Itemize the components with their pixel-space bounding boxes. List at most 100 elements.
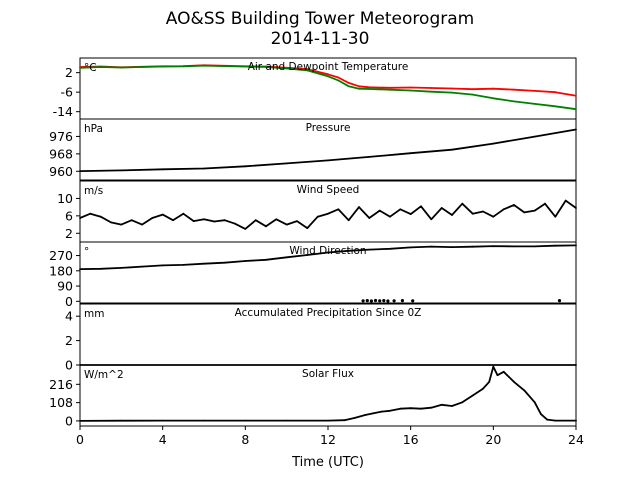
data-point xyxy=(430,218,433,221)
data-point xyxy=(99,66,102,68)
data-point xyxy=(389,88,391,91)
panel-title: Accumulated Precipitation Since 0Z xyxy=(235,307,422,319)
scatter-point xyxy=(557,299,562,303)
data-point xyxy=(513,204,515,206)
data-point xyxy=(161,168,164,171)
data-point xyxy=(130,219,133,222)
data-point xyxy=(327,73,329,76)
data-point xyxy=(409,213,412,216)
scatter-point xyxy=(411,299,415,303)
data-point xyxy=(533,401,536,404)
data-point xyxy=(244,228,247,230)
data-point xyxy=(554,244,557,247)
data-point xyxy=(575,108,577,111)
data-point xyxy=(409,407,412,410)
data-point xyxy=(544,202,546,205)
data-point xyxy=(440,403,443,406)
data-point xyxy=(389,86,391,89)
y-tick-label: 968 xyxy=(49,146,73,161)
y-tick-label: 0 xyxy=(65,413,73,428)
panel-2: 10 6 2 m/s Wind Speed xyxy=(57,180,577,243)
x-tick-label: 16 xyxy=(403,432,419,447)
data-point xyxy=(533,209,536,212)
data-point xyxy=(533,245,536,248)
data-point xyxy=(399,407,402,410)
data-point xyxy=(327,212,329,215)
data-point xyxy=(513,88,515,91)
data-point xyxy=(378,209,381,212)
data-point xyxy=(451,405,453,407)
data-point xyxy=(440,207,443,209)
data-point xyxy=(110,221,112,224)
data-point xyxy=(575,128,577,131)
data-point xyxy=(275,218,278,221)
data-point xyxy=(492,142,495,145)
data-point xyxy=(575,244,577,247)
series-line-0 xyxy=(79,128,577,172)
data-point xyxy=(254,219,257,222)
panels: 2-6-14°C Air and Dewpoint Temperature9769… xyxy=(49,57,577,428)
data-point xyxy=(471,93,474,96)
data-point xyxy=(451,214,453,216)
y-tick-label: -6 xyxy=(61,85,74,100)
data-point xyxy=(546,418,548,421)
panel-unit: hPa xyxy=(84,123,103,135)
data-point xyxy=(327,75,329,78)
scatter-point xyxy=(400,299,404,303)
data-point xyxy=(120,267,123,269)
data-point xyxy=(120,223,123,226)
data-point xyxy=(99,267,102,270)
data-point xyxy=(285,67,288,70)
y-tick-label: 10 xyxy=(57,191,73,206)
data-point xyxy=(533,103,536,105)
panel-1: 976 968 960 hPa Pressure xyxy=(49,118,577,181)
data-point xyxy=(347,85,350,88)
data-point xyxy=(203,167,205,170)
data-point xyxy=(409,152,412,155)
data-point xyxy=(79,420,81,422)
data-point xyxy=(327,251,329,254)
data-point xyxy=(372,412,375,415)
data-point xyxy=(554,91,557,94)
data-point xyxy=(409,89,412,92)
data-point xyxy=(430,245,433,248)
y-tick-label: 216 xyxy=(49,377,73,392)
panel-4: 4 2 0 mm Accumulated Precipitation Since 0Z xyxy=(65,303,577,373)
data-point xyxy=(337,79,340,82)
y-tick-label: -14 xyxy=(53,104,73,119)
data-point xyxy=(492,87,495,90)
data-point xyxy=(513,381,515,383)
data-point xyxy=(296,220,298,223)
series-line-0 xyxy=(79,199,577,230)
x-tick-label: 20 xyxy=(485,432,501,447)
x-axis-label: Time (UTC) xyxy=(291,455,364,470)
data-point xyxy=(347,219,350,222)
y-tick-label: 270 xyxy=(49,248,73,263)
y-tick-label: 2 xyxy=(65,333,73,348)
data-point xyxy=(358,206,360,209)
chart-title: AO&SS Building Tower Meteorogram xyxy=(166,9,474,29)
data-point xyxy=(120,169,123,172)
panel-0: 2 -6 -14 °C Air and Dewpoint Temperature xyxy=(53,57,577,120)
data-point xyxy=(368,217,371,219)
data-point xyxy=(244,260,247,262)
data-point xyxy=(399,208,402,211)
data-point xyxy=(306,69,309,72)
data-point xyxy=(306,254,309,256)
y-tick-label: 960 xyxy=(49,164,73,179)
y-tick-label: 2 xyxy=(65,65,73,80)
data-point xyxy=(471,212,474,215)
data-point xyxy=(327,159,329,162)
data-point xyxy=(368,88,371,90)
data-point xyxy=(368,156,371,158)
data-point xyxy=(471,394,474,397)
scatter-point xyxy=(382,299,386,303)
panel-5: 216 108 0 W/m^2 Solar Flux xyxy=(49,364,577,428)
y-tick-label: 4 xyxy=(65,309,73,324)
data-point xyxy=(285,223,288,226)
data-point xyxy=(523,211,526,214)
data-point xyxy=(337,76,340,79)
data-point xyxy=(337,208,340,211)
data-point xyxy=(223,65,226,67)
